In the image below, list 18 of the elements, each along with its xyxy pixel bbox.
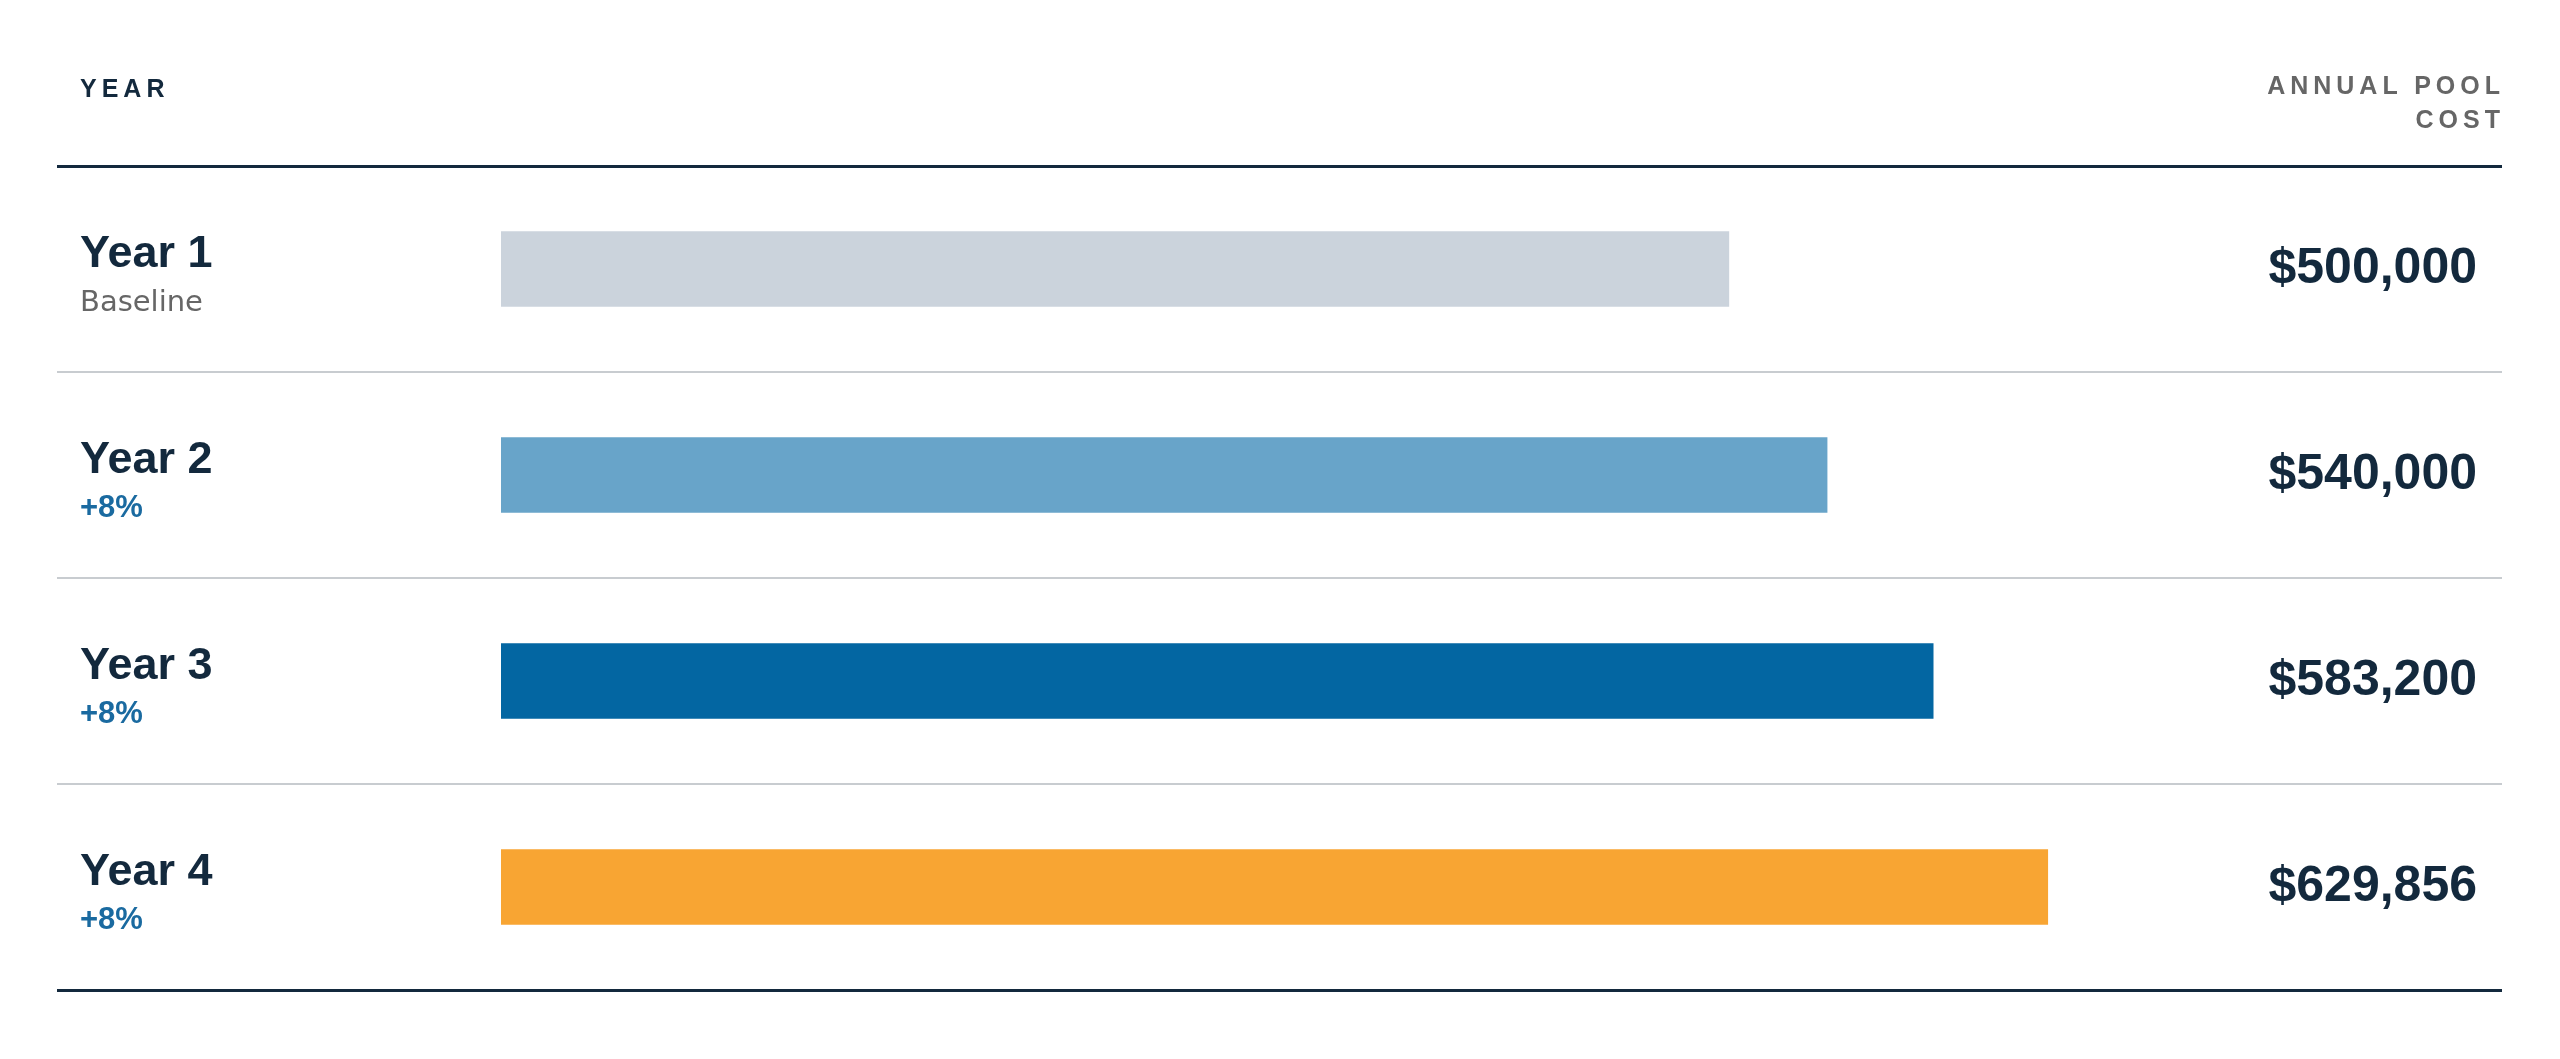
y-tick-label: Year 3 (80, 638, 213, 689)
text: ANNUAL POOL COST (2266, 70, 2505, 135)
bar (501, 849, 2049, 925)
data-label: $629,856 (2268, 855, 2477, 912)
y-tick-label: Year 1 (80, 226, 213, 277)
y-tick-label: Year 4 (80, 844, 213, 895)
y-tick-label: Year 2 (80, 432, 213, 483)
data-label: $540,000 (2268, 443, 2477, 500)
bar (501, 643, 1934, 719)
text: Baseline (80, 284, 203, 318)
data-label: $583,200 (2268, 649, 2477, 706)
text: +8% (80, 695, 143, 730)
text: +8% (80, 489, 143, 524)
data-label: $500,000 (2268, 237, 2477, 294)
bar (501, 437, 1828, 513)
y-axis-title: YEAR (80, 74, 170, 103)
bar (501, 231, 1730, 307)
text: +8% (80, 901, 143, 936)
